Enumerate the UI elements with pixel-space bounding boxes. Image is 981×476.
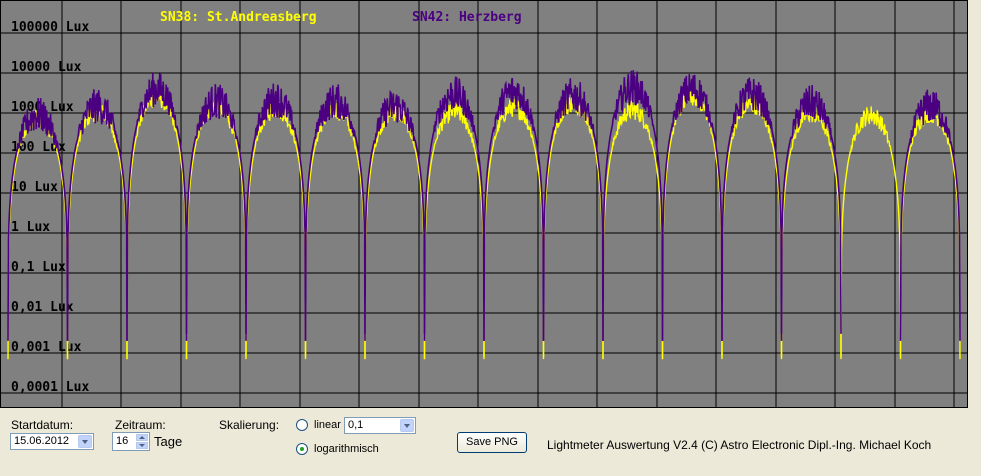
grid <box>0 0 968 408</box>
chevron-down-icon[interactable] <box>400 419 414 432</box>
spin-down-icon[interactable] <box>136 442 148 449</box>
series-line-day <box>780 84 842 334</box>
plot-frame <box>0 0 968 408</box>
series-line-day <box>721 77 783 341</box>
linear-label: linear <box>314 419 341 431</box>
series-line-day <box>7 98 69 341</box>
y-tick-label: 0,01 Lux <box>11 300 74 315</box>
series-line-day <box>126 73 188 341</box>
lux-chart: 100000 Lux 10000 Lux 1000 Lux 100 Lux 10 Lux… <box>0 0 968 408</box>
legend-sn38: SN38: St.Andreasberg <box>160 10 317 25</box>
series-line-day <box>185 84 247 334</box>
series-line-day <box>602 70 664 341</box>
footer-text: Lightmeter Auswertung V2.4 (C) Astro Ele… <box>547 438 932 452</box>
y-tick-label: 100000 Lux <box>11 20 89 35</box>
zeitraum-stepper[interactable]: 16 <box>112 432 150 451</box>
y-tick-label: 10000 Lux <box>11 60 82 75</box>
series-line-day <box>423 76 485 341</box>
series-line-day <box>304 84 366 341</box>
startdatum-select[interactable]: 15.06.2012 <box>10 433 94 450</box>
series-line-day <box>245 83 307 341</box>
series-line-day <box>602 100 664 360</box>
y-tick-label: 10 Lux <box>11 180 58 195</box>
series-1 <box>7 70 961 341</box>
zeitraum-unit: Tage <box>154 434 183 449</box>
y-tick-label: 0,001 Lux <box>11 340 82 355</box>
startdatum-label: Startdatum: <box>11 418 74 432</box>
series-line-day <box>721 96 783 357</box>
logarithmisch-radio[interactable] <box>296 443 308 455</box>
skalierung-label: Skalierung: <box>219 418 280 432</box>
series-line-day <box>840 106 902 357</box>
linear-value: 0,1 <box>348 419 364 431</box>
linear-value-select[interactable]: 0,1 <box>344 417 416 434</box>
series-line-day <box>483 97 545 357</box>
controls-panel: Startdatum: 15.06.2012 Zeitraum: 16 Tage… <box>0 410 981 476</box>
series-line-day <box>661 74 723 341</box>
y-tick-label: 0,1 Lux <box>11 260 66 275</box>
save-png-button[interactable]: Save PNG <box>457 432 527 453</box>
spin-up-icon[interactable] <box>136 434 148 441</box>
zeitraum-label: Zeitraum: <box>115 418 166 432</box>
legend-sn42: SN42: Herzberg <box>412 10 522 25</box>
y-tick-label: 1 Lux <box>11 220 50 235</box>
series-line-day <box>483 77 545 341</box>
series-line-day <box>542 78 604 341</box>
series-line-day <box>245 101 307 357</box>
series-line-day <box>364 90 426 334</box>
series-line-day <box>66 89 128 341</box>
startdatum-value: 15.06.2012 <box>14 435 70 447</box>
y-tick-label: 0,0001 Lux <box>11 380 89 395</box>
y-tick-label: 100 Lux <box>11 140 66 155</box>
series-layer <box>7 70 961 360</box>
chevron-down-icon[interactable] <box>78 435 92 448</box>
logarithmisch-label: logarithmisch <box>314 443 379 455</box>
series-line-day <box>899 89 961 341</box>
series-line-day <box>364 104 426 360</box>
zeitraum-value: 16 <box>116 435 129 447</box>
linear-radio[interactable] <box>296 419 308 431</box>
